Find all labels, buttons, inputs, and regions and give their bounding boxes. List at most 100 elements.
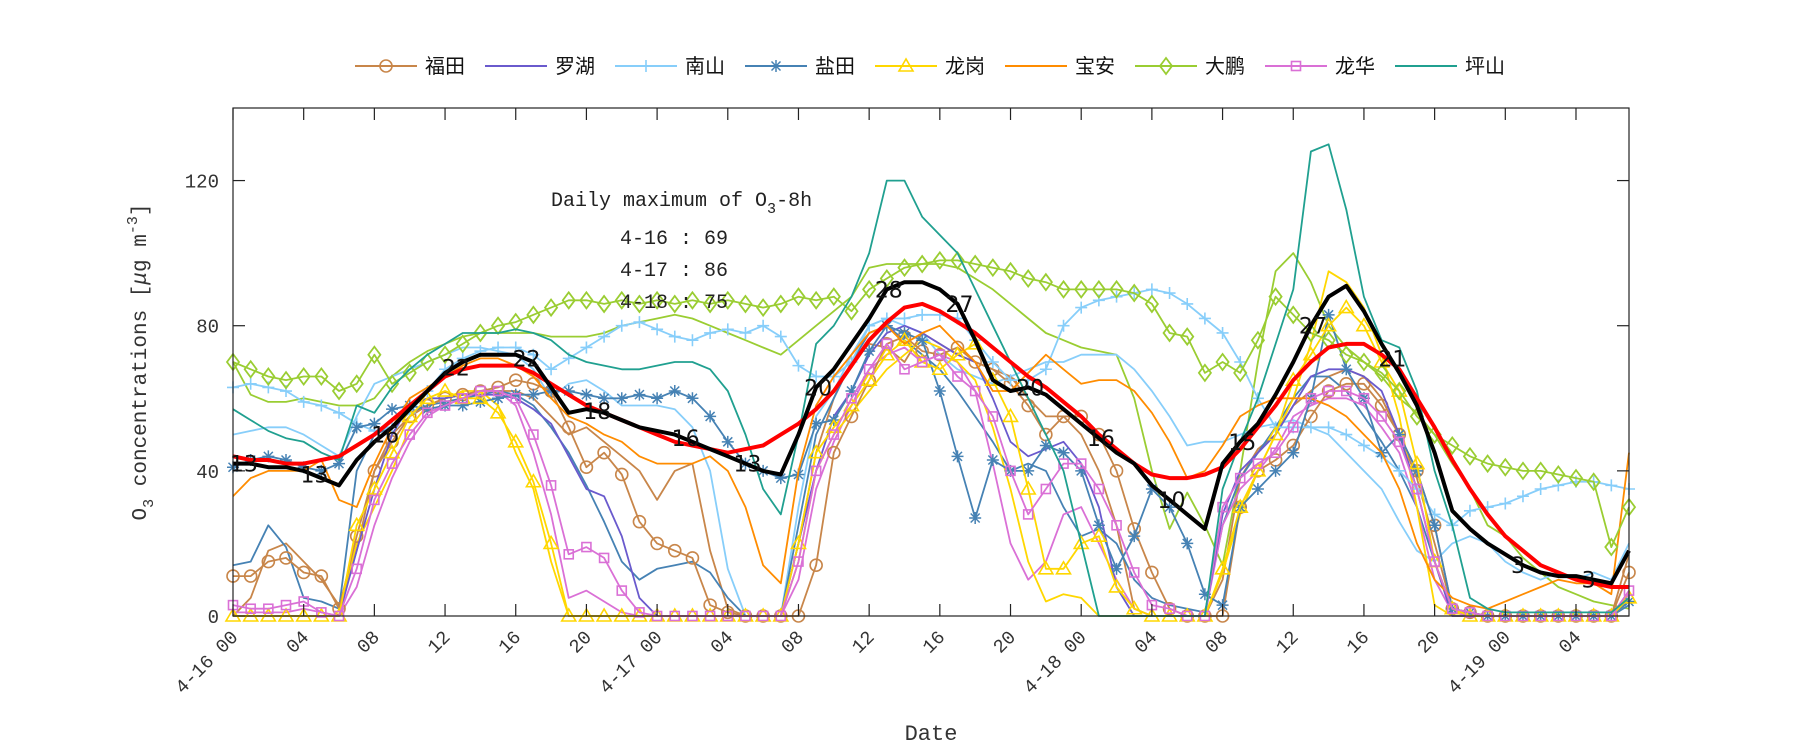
data-point <box>457 392 469 404</box>
data-point <box>277 607 295 622</box>
data-point <box>1075 301 1088 314</box>
data-point <box>1322 308 1335 321</box>
data-point <box>545 363 558 376</box>
data-point <box>1461 607 1479 622</box>
data-point <box>616 585 628 596</box>
data-point <box>968 254 983 274</box>
data-point <box>863 345 876 358</box>
data-point <box>386 458 398 469</box>
point-label: 16 <box>672 427 700 452</box>
data-point <box>614 290 629 310</box>
data-point <box>916 334 929 347</box>
data-point <box>259 607 277 622</box>
data-point <box>244 377 257 390</box>
data-point <box>1499 497 1512 510</box>
data-point <box>1111 519 1122 531</box>
data-point <box>296 565 311 580</box>
x-tick-label: 12 <box>848 627 880 659</box>
data-point <box>950 340 965 355</box>
data-point <box>437 345 453 365</box>
data-point <box>827 445 841 460</box>
data-point <box>1287 446 1300 459</box>
data-point <box>1356 352 1372 372</box>
data-point <box>331 381 347 401</box>
data-point <box>333 406 346 419</box>
data-point <box>633 388 646 401</box>
data-point <box>721 323 734 336</box>
y-axis-label: O3 concentrations [μg m-3] <box>125 204 158 521</box>
legend-item-南山: 南山 <box>615 54 725 78</box>
point-label: 13 <box>733 453 761 478</box>
data-point <box>1109 464 1124 478</box>
data-point <box>613 607 631 622</box>
data-point <box>1039 363 1052 376</box>
legend-marker <box>640 60 652 72</box>
x-tick-label: 4-17 00 <box>595 627 667 699</box>
data-point <box>278 370 294 390</box>
legend-item-宝安: 宝安 <box>1005 54 1115 78</box>
data-point <box>314 569 329 583</box>
data-point <box>932 250 947 270</box>
data-point <box>1357 376 1371 391</box>
data-point <box>316 607 327 618</box>
data-point <box>315 399 328 412</box>
data-point <box>295 607 313 622</box>
legend-label: 宝安 <box>1075 54 1115 78</box>
legend-marker <box>1158 56 1174 76</box>
data-point <box>1358 392 1370 404</box>
data-point <box>1252 458 1264 469</box>
data-point <box>1374 363 1389 383</box>
data-point <box>1393 464 1406 477</box>
data-point <box>509 341 522 354</box>
data-point <box>1604 537 1619 557</box>
data-point <box>1022 509 1034 520</box>
series-line <box>233 324 1630 617</box>
data-point <box>899 363 910 375</box>
data-point <box>1128 530 1141 543</box>
legend-label: 南山 <box>685 54 725 78</box>
x-tick-label: 16 <box>494 627 526 659</box>
data-point <box>1269 464 1282 477</box>
data-point <box>1181 297 1194 310</box>
data-point <box>721 435 734 448</box>
data-point <box>1463 504 1476 517</box>
data-point <box>1533 461 1548 481</box>
series-line-16 <box>233 280 1631 586</box>
data-point <box>863 363 875 375</box>
data-point <box>686 392 699 405</box>
data-point <box>545 480 557 491</box>
data-point <box>1055 560 1072 575</box>
data-point <box>986 453 999 466</box>
series-福田 <box>226 329 1636 623</box>
data-point <box>828 429 840 440</box>
data-point <box>931 360 949 376</box>
data-point <box>1109 279 1124 299</box>
data-point <box>510 392 522 404</box>
plot-frame <box>232 107 1630 617</box>
data-point <box>984 371 1002 386</box>
data-point <box>224 607 242 622</box>
data-point <box>792 359 805 372</box>
data-point <box>951 450 964 463</box>
y-tick-label: 120 <box>185 172 219 194</box>
annotation-line-1: 4-16 : 69 <box>620 228 728 251</box>
point-label: 27 <box>946 293 974 318</box>
data-point <box>1039 439 1052 452</box>
legend-label: 坪山 <box>1465 54 1505 78</box>
data-point <box>578 607 595 622</box>
data-point <box>1498 457 1513 477</box>
data-point <box>1390 382 1408 397</box>
point-label: 16 <box>1087 427 1115 452</box>
data-point <box>261 554 276 569</box>
data-point <box>1019 480 1037 495</box>
data-point <box>280 453 293 466</box>
data-point <box>471 389 489 405</box>
data-point <box>422 407 433 419</box>
data-point <box>1286 305 1301 325</box>
data-point <box>1217 501 1228 513</box>
x-axis-label: Date <box>905 722 958 747</box>
daily-max-annotation: Daily maximum of O3-8h 4-16 : 69 4-17 : … <box>551 190 812 315</box>
data-point <box>1393 436 1405 448</box>
data-point <box>686 334 699 347</box>
